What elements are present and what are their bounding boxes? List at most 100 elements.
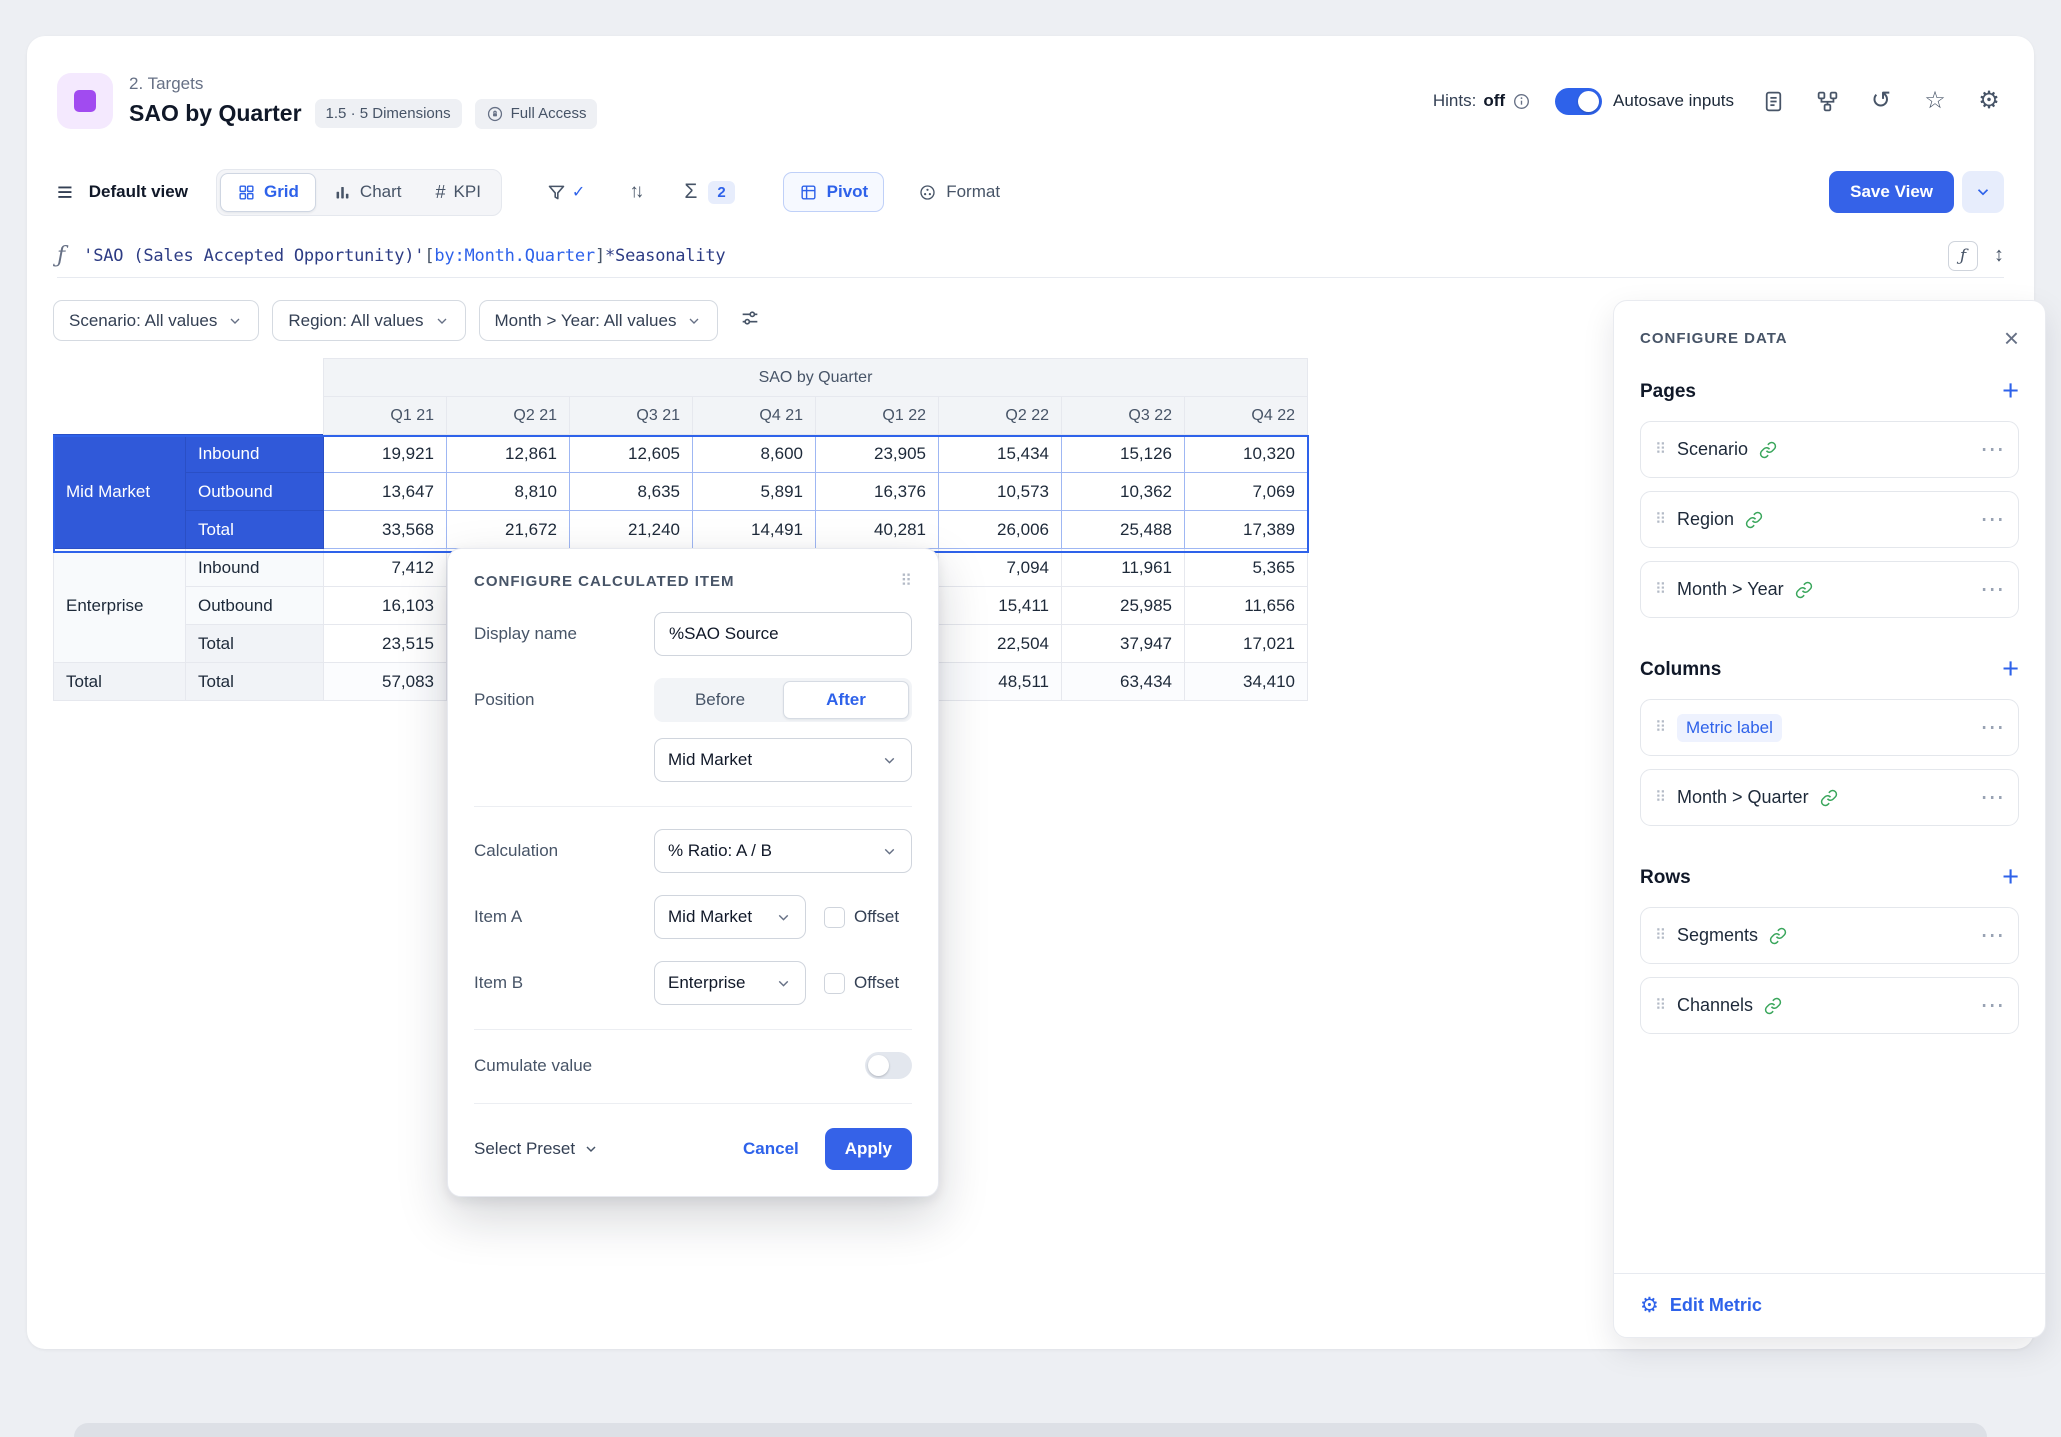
- item-menu-icon[interactable]: ⋯: [1980, 505, 2004, 533]
- table-cell[interactable]: 5,891: [692, 472, 816, 511]
- row-label-channel[interactable]: Outbound: [185, 472, 324, 511]
- item-menu-icon[interactable]: ⋯: [1980, 921, 2004, 949]
- table-cell[interactable]: 17,021: [1184, 624, 1308, 663]
- table-cell[interactable]: 10,320: [1184, 434, 1308, 473]
- filter-button[interactable]: ✓: [546, 182, 585, 203]
- table-cell[interactable]: 25,488: [1061, 510, 1185, 549]
- add-column-button[interactable]: +: [2002, 653, 2019, 685]
- table-cell[interactable]: 13,647: [323, 472, 447, 511]
- row-label-channel[interactable]: Inbound: [185, 548, 324, 587]
- save-view-dropdown-button[interactable]: [1962, 171, 2004, 213]
- table-cell[interactable]: 14,491: [692, 510, 816, 549]
- table-cell[interactable]: 11,961: [1061, 548, 1185, 587]
- row-label-segment[interactable]: Total: [53, 662, 186, 701]
- row-label-segment[interactable]: Mid Market: [53, 434, 186, 549]
- drag-handle-icon[interactable]: ⠿: [1655, 719, 1666, 736]
- table-cell[interactable]: 16,376: [815, 472, 939, 511]
- row-label-channel[interactable]: Total: [185, 624, 324, 663]
- tab-chart[interactable]: Chart: [316, 173, 419, 212]
- filter-chip-month-year[interactable]: Month > Year: All values: [478, 300, 719, 341]
- add-page-button[interactable]: +: [2002, 375, 2019, 407]
- item-b-offset-checkbox[interactable]: [824, 972, 845, 994]
- tab-kpi[interactable]: # KPI: [435, 181, 481, 202]
- table-cell[interactable]: 12,605: [569, 434, 693, 473]
- table-cell[interactable]: 21,240: [569, 510, 693, 549]
- table-cell[interactable]: 15,126: [1061, 434, 1185, 473]
- history-icon[interactable]: ↺: [1870, 87, 1892, 114]
- page-item-scenario[interactable]: ⠿ Scenario ⋯: [1640, 421, 2019, 478]
- row-item-segments[interactable]: ⠿ Segments ⋯: [1640, 907, 2019, 964]
- item-menu-icon[interactable]: ⋯: [1980, 783, 2004, 811]
- table-cell[interactable]: 26,006: [938, 510, 1062, 549]
- table-cell[interactable]: 11,656: [1184, 586, 1308, 625]
- item-menu-icon[interactable]: ⋯: [1980, 435, 2004, 463]
- connections-icon[interactable]: [1812, 86, 1842, 116]
- close-icon[interactable]: ×: [2003, 323, 2019, 353]
- table-cell[interactable]: 22,504: [938, 624, 1062, 663]
- table-cell[interactable]: 40,281: [815, 510, 939, 549]
- autosave-toggle[interactable]: [1555, 87, 1603, 115]
- row-label-channel[interactable]: Total: [185, 510, 324, 549]
- calculation-select[interactable]: % Ratio: A / B: [654, 829, 912, 873]
- drag-handle-icon[interactable]: ⠿: [1655, 511, 1666, 528]
- table-cell[interactable]: 34,410: [1184, 662, 1308, 701]
- table-cell[interactable]: 8,635: [569, 472, 693, 511]
- formula-bar[interactable]: ƒ 'SAO (Sales Accepted Opportunity)'[by:…: [57, 234, 2004, 278]
- hints-control[interactable]: Hints: off: [1433, 91, 1531, 111]
- info-icon[interactable]: [1512, 92, 1531, 111]
- row-label-channel[interactable]: Inbound: [185, 434, 324, 473]
- formula-input[interactable]: 'SAO (Sales Accepted Opportunity)'[by:Mo…: [83, 245, 726, 266]
- table-cell[interactable]: 33,568: [323, 510, 447, 549]
- table-cell[interactable]: 21,672: [446, 510, 570, 549]
- display-name-input[interactable]: [654, 612, 912, 656]
- apply-button[interactable]: Apply: [824, 1128, 912, 1170]
- star-icon[interactable]: ☆: [1924, 87, 1946, 114]
- table-cell[interactable]: 25,985: [1061, 586, 1185, 625]
- pivot-button[interactable]: Pivot: [782, 172, 885, 212]
- format-button[interactable]: Format: [902, 172, 1016, 212]
- table-cell[interactable]: 7,412: [323, 548, 447, 587]
- add-row-button[interactable]: +: [2002, 861, 2019, 893]
- drag-handle-icon[interactable]: ⠿: [900, 572, 912, 590]
- table-cell[interactable]: 7,069: [1184, 472, 1308, 511]
- notes-icon[interactable]: [1758, 86, 1788, 116]
- drag-handle-icon[interactable]: ⠿: [1655, 581, 1666, 598]
- table-cell[interactable]: 48,511: [938, 662, 1062, 701]
- position-before-button[interactable]: Before: [694, 690, 746, 709]
- menu-icon[interactable]: ≡: [57, 176, 73, 207]
- drag-handle-icon[interactable]: ⠿: [1655, 441, 1666, 458]
- tab-grid[interactable]: Grid: [219, 172, 316, 212]
- item-a-select[interactable]: Mid Market: [654, 895, 806, 939]
- drag-handle-icon[interactable]: ⠿: [1655, 997, 1666, 1014]
- table-cell[interactable]: 19,921: [323, 434, 447, 473]
- table-cell[interactable]: 12,861: [446, 434, 570, 473]
- position-anchor-select[interactable]: Mid Market: [654, 738, 912, 782]
- row-item-channels[interactable]: ⠿ Channels ⋯: [1640, 977, 2019, 1034]
- page-item-month-year[interactable]: ⠿ Month > Year ⋯: [1640, 561, 2019, 618]
- table-cell[interactable]: 57,083: [323, 662, 447, 701]
- col-header[interactable]: Q4 22: [1184, 396, 1308, 435]
- save-view-button[interactable]: Save View: [1829, 171, 1954, 213]
- filter-chip-scenario[interactable]: Scenario: All values: [53, 300, 260, 341]
- item-menu-icon[interactable]: ⋯: [1980, 575, 2004, 603]
- table-cell[interactable]: 17,389: [1184, 510, 1308, 549]
- item-b-select[interactable]: Enterprise: [654, 961, 806, 1005]
- col-header[interactable]: Q3 21: [569, 396, 693, 435]
- position-after-button[interactable]: After: [783, 681, 909, 719]
- aggregate-button[interactable]: Σ 2: [684, 180, 735, 204]
- item-menu-icon[interactable]: ⋯: [1980, 991, 2004, 1019]
- row-label-channel[interactable]: Outbound: [185, 586, 324, 625]
- cancel-button[interactable]: Cancel: [743, 1139, 799, 1158]
- drag-handle-icon[interactable]: ⠿: [1655, 927, 1666, 944]
- table-cell[interactable]: 7,094: [938, 548, 1062, 587]
- column-item-month-quarter[interactable]: ⠿ Month > Quarter ⋯: [1640, 769, 2019, 826]
- item-menu-icon[interactable]: ⋯: [1980, 713, 2004, 741]
- expand-formula-icon[interactable]: ↕: [1994, 244, 2004, 266]
- col-header[interactable]: Q4 21: [692, 396, 816, 435]
- filter-chip-region[interactable]: Region: All values: [272, 300, 466, 341]
- table-cell[interactable]: 10,573: [938, 472, 1062, 511]
- table-cell[interactable]: 23,515: [323, 624, 447, 663]
- table-cell[interactable]: 15,434: [938, 434, 1062, 473]
- formula-mode-button[interactable]: ƒ: [1948, 240, 1978, 271]
- drag-handle-icon[interactable]: ⠿: [1655, 789, 1666, 806]
